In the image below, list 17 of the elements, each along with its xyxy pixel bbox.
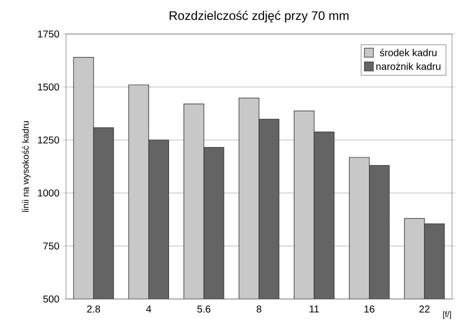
y-tick-label: 750 bbox=[43, 242, 60, 250]
y-tick-label: 1250 bbox=[38, 136, 60, 144]
x-tick-label: 16 bbox=[364, 306, 374, 313]
chart-title: Rozdzielczość zdjęć przy 70 mm bbox=[170, 10, 348, 22]
x-tick-label: 4 bbox=[146, 306, 152, 312]
y-tick-label: 1500 bbox=[38, 83, 60, 91]
x-tick-label: 22 bbox=[419, 306, 430, 312]
x-tick-label: 5.6 bbox=[197, 306, 210, 313]
y-tick-label: 1750 bbox=[38, 30, 60, 38]
x-tick-label: 2.8 bbox=[87, 306, 100, 313]
y-tick-label: 500 bbox=[43, 295, 60, 303]
y-axis-title: linii na wysokość kadru bbox=[22, 121, 30, 212]
x-tick-label: 11 bbox=[310, 306, 319, 312]
x-tick-label: 8 bbox=[256, 306, 262, 313]
y-tick-label: 1000 bbox=[38, 189, 60, 197]
legend-label: środek kadru bbox=[380, 48, 436, 56]
legend-label: narożnik kadru bbox=[376, 62, 440, 70]
